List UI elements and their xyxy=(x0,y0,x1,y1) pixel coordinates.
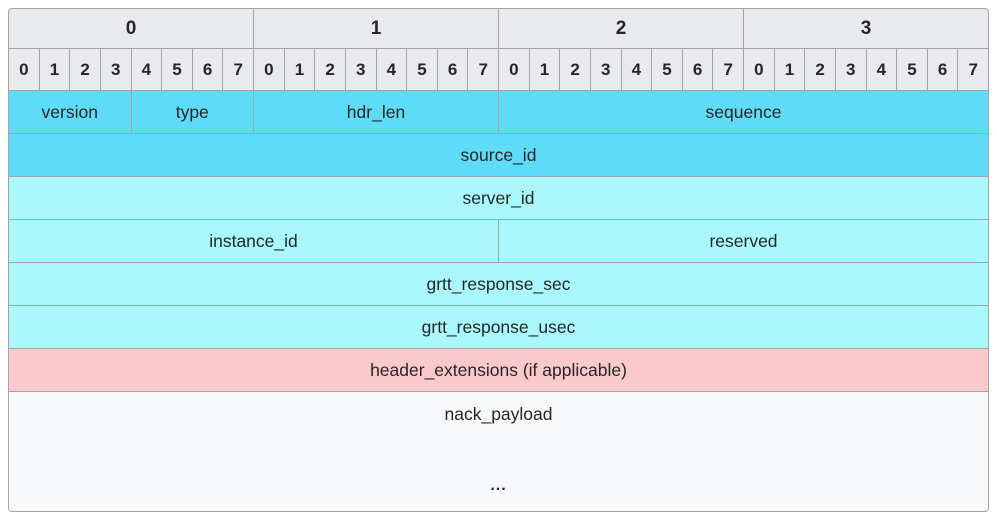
bit-header: 2 xyxy=(70,49,100,90)
byte-header-2: 2 xyxy=(499,9,743,48)
field-instance-id: instance_id xyxy=(9,220,498,262)
bit-header: 1 xyxy=(529,49,560,90)
bit-header: 1 xyxy=(39,49,70,90)
field-grtt-response-usec: grtt_response_usec xyxy=(9,306,988,348)
nack-payload-label: nack_payload xyxy=(444,404,553,424)
byte-header-1: 1 xyxy=(254,9,498,48)
bit-header: 1 xyxy=(774,49,805,90)
bit-header: 0 xyxy=(499,49,529,90)
bit-header: 6 xyxy=(682,49,713,90)
bit-header: 4 xyxy=(866,49,897,90)
field-grtt-response-sec: grtt_response_sec xyxy=(9,263,988,305)
field-server-id: server_id xyxy=(9,177,988,219)
field-header-extensions-if-applicable: header_extensions (if applicable) xyxy=(9,349,988,391)
bit-header: 4 xyxy=(621,49,652,90)
bit-header: 2 xyxy=(315,49,345,90)
field-sequence: sequence xyxy=(499,91,988,133)
bit-header: 7 xyxy=(468,49,498,90)
bit-header: 6 xyxy=(927,49,958,90)
byte-header-3: 3 xyxy=(744,9,988,48)
bit-header: 3 xyxy=(835,49,866,90)
bit-header: 0 xyxy=(744,49,774,90)
bit-header: 5 xyxy=(897,49,927,90)
payload-ellipsis: ... xyxy=(490,477,507,494)
bit-header: 0 xyxy=(9,49,39,90)
bit-header: 6 xyxy=(192,49,223,90)
field-reserved: reserved xyxy=(499,220,988,262)
bit-header: 1 xyxy=(284,49,315,90)
bit-header: 3 xyxy=(345,49,376,90)
bit-header: 4 xyxy=(376,49,407,90)
field-source-id: source_id xyxy=(9,134,988,176)
bit-header: 3 xyxy=(100,49,131,90)
byte-header-0: 0 xyxy=(9,9,253,48)
packet-structure-grid: 0 1 2 3 0 1 2 3 4 5 6 7 0 1 2 3 4 5 6 7 0 1 2 3 4 5 6 7 0 1 2 3 4 5 6 7 vers… xyxy=(8,8,989,512)
bit-header: 7 xyxy=(958,49,988,90)
bit-header: 5 xyxy=(162,49,192,90)
field-type: type xyxy=(131,91,253,133)
bit-header: 2 xyxy=(560,49,590,90)
field-version: version xyxy=(9,91,131,133)
bit-header: 0 xyxy=(254,49,284,90)
bit-header: 3 xyxy=(590,49,621,90)
bit-header: 7 xyxy=(713,49,743,90)
field-nack-payload: nack_payload... xyxy=(9,392,988,511)
bit-header: 6 xyxy=(437,49,468,90)
bit-header: 4 xyxy=(131,49,162,90)
bit-header: 7 xyxy=(223,49,253,90)
bit-header: 5 xyxy=(407,49,437,90)
field-hdr-len: hdr_len xyxy=(254,91,498,133)
bit-header: 5 xyxy=(652,49,682,90)
bit-header: 2 xyxy=(805,49,835,90)
